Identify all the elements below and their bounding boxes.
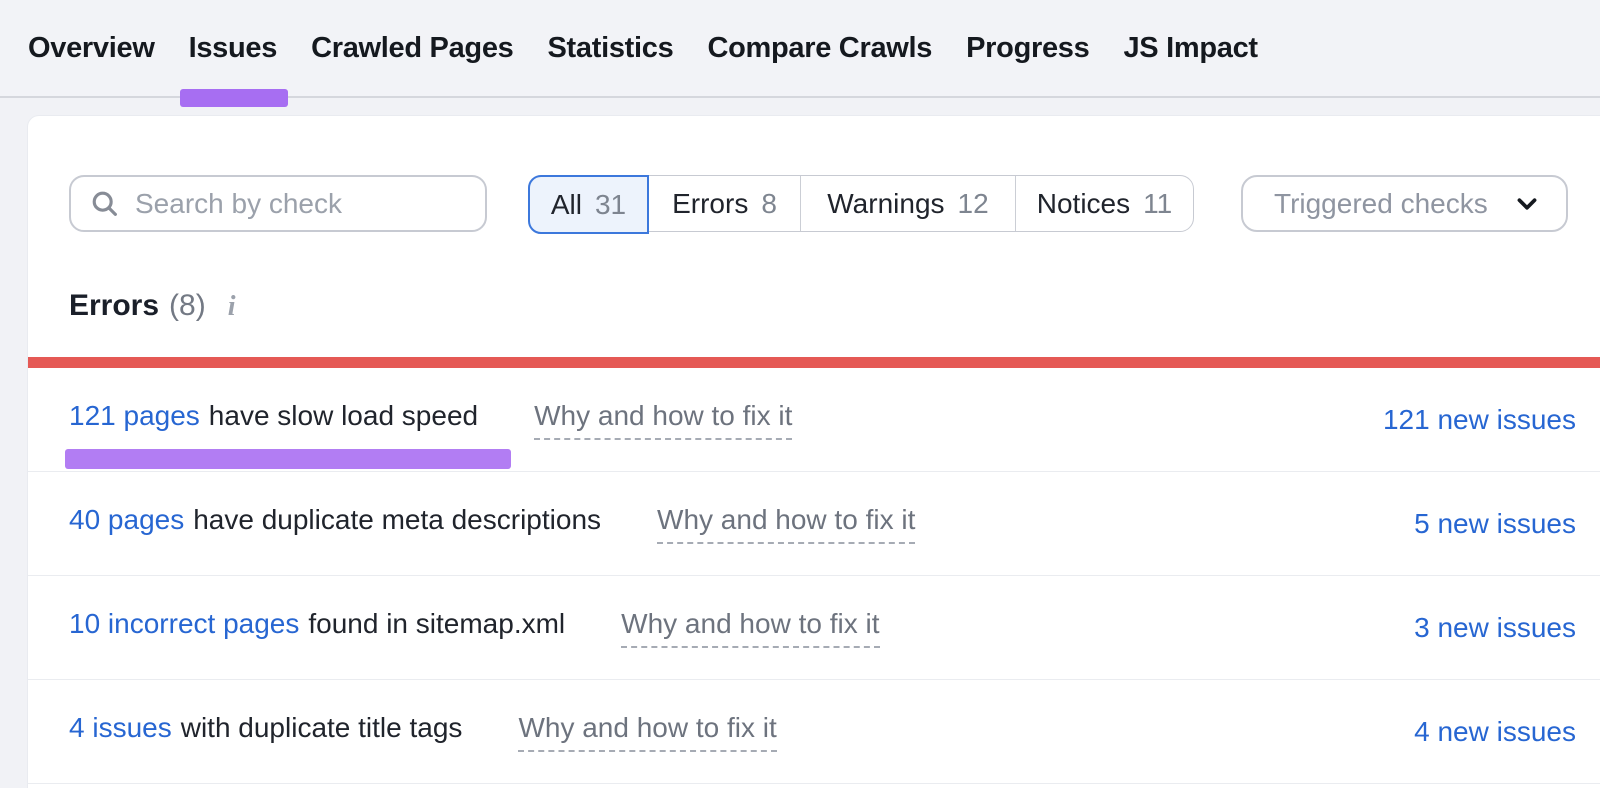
tab-overview[interactable]: Overview <box>28 32 155 64</box>
filter-errors-count: 8 <box>761 187 777 219</box>
new-issues-link[interactable]: 121 new issues <box>1382 403 1576 435</box>
triggered-checks-dropdown[interactable]: Triggered checks <box>1241 175 1568 232</box>
issue-description: 40 pages have duplicate meta description… <box>69 503 916 544</box>
issue-text: found in sitemap.xml <box>308 607 566 639</box>
why-how-to-fix-link[interactable]: Why and how to fix it <box>657 504 916 544</box>
issue-text: have duplicate meta descriptions <box>193 503 602 535</box>
errors-section-header: Errors (8) i <box>69 289 236 323</box>
issue-row: 121 pages have slow load speed Why and h… <box>28 368 1600 472</box>
issue-count-link[interactable]: 4 issues <box>69 711 172 743</box>
tab-issues-label: Issues <box>188 32 278 64</box>
issue-row: 40 pages have duplicate meta description… <box>28 472 1600 576</box>
section-count: (8) <box>169 289 206 322</box>
section-title: Errors <box>69 289 160 322</box>
issue-row: 4 issues with duplicate title tags Why a… <box>28 680 1600 784</box>
search-box <box>69 175 487 232</box>
active-tab-indicator <box>179 89 289 107</box>
issues-toolbar: All 31 Errors 8 Warnings 12 Notices 11 T… <box>69 175 1568 234</box>
issue-count-link[interactable]: 40 pages <box>69 503 185 535</box>
new-issues-link[interactable]: 4 new issues <box>1414 715 1576 747</box>
issue-text: have slow load speed <box>208 399 479 431</box>
why-how-to-fix-link[interactable]: Why and how to fix it <box>534 400 793 440</box>
filter-warnings-count: 12 <box>957 187 989 219</box>
filter-warnings-label: Warnings <box>827 187 945 219</box>
tab-progress[interactable]: Progress <box>966 32 1090 64</box>
errors-severity-bar <box>28 357 1600 368</box>
tab-issues[interactable]: Issues <box>179 0 289 107</box>
filter-notices-count: 11 <box>1143 187 1173 219</box>
tab-crawled-pages[interactable]: Crawled Pages <box>311 32 514 64</box>
filter-all-count: 31 <box>594 188 627 220</box>
filter-warnings[interactable]: Warnings 12 <box>801 176 1016 231</box>
why-how-to-fix-link[interactable]: Why and how to fix it <box>621 608 880 648</box>
filter-errors-label: Errors <box>672 187 749 219</box>
triggered-checks-label: Triggered checks <box>1274 187 1488 219</box>
issue-highlight-marker <box>65 449 511 469</box>
info-icon[interactable]: i <box>227 291 236 322</box>
search-input[interactable] <box>69 175 487 232</box>
filter-errors[interactable]: Errors 8 <box>649 176 801 231</box>
chevron-down-icon <box>1517 197 1537 210</box>
issue-text: with duplicate title tags <box>180 711 463 743</box>
search-icon <box>92 191 117 216</box>
issue-description: 4 issues with duplicate title tags Why a… <box>69 712 777 752</box>
issue-row: 10 incorrect pages found in sitemap.xml … <box>28 576 1600 680</box>
issue-count-link[interactable]: 10 incorrect pages <box>69 607 300 639</box>
filter-all-label: All <box>550 188 582 220</box>
tab-js-impact[interactable]: JS Impact <box>1123 32 1258 64</box>
new-issues-link[interactable]: 5 new issues <box>1414 507 1576 539</box>
new-issues-link[interactable]: 3 new issues <box>1414 611 1576 643</box>
issue-description: 121 pages have slow load speed Why and h… <box>69 399 793 440</box>
issues-list: 121 pages have slow load speed Why and h… <box>28 368 1600 784</box>
issue-description: 10 incorrect pages found in sitemap.xml … <box>69 608 880 648</box>
site-audit-tab-bar: Overview Issues Crawled Pages Statistics… <box>0 0 1600 107</box>
tab-compare-crawls[interactable]: Compare Crawls <box>707 32 933 64</box>
issues-panel: All 31 Errors 8 Warnings 12 Notices 11 T… <box>27 115 1600 788</box>
filter-notices[interactable]: Notices 11 <box>1016 176 1193 231</box>
why-how-to-fix-link[interactable]: Why and how to fix it <box>518 712 777 752</box>
filter-all[interactable]: All 31 <box>528 175 649 234</box>
tab-statistics[interactable]: Statistics <box>547 32 674 64</box>
filter-notices-label: Notices <box>1036 187 1131 219</box>
severity-filter: All 31 Errors 8 Warnings 12 Notices 11 <box>528 175 1194 234</box>
issue-count-link[interactable]: 121 pages <box>69 399 200 431</box>
